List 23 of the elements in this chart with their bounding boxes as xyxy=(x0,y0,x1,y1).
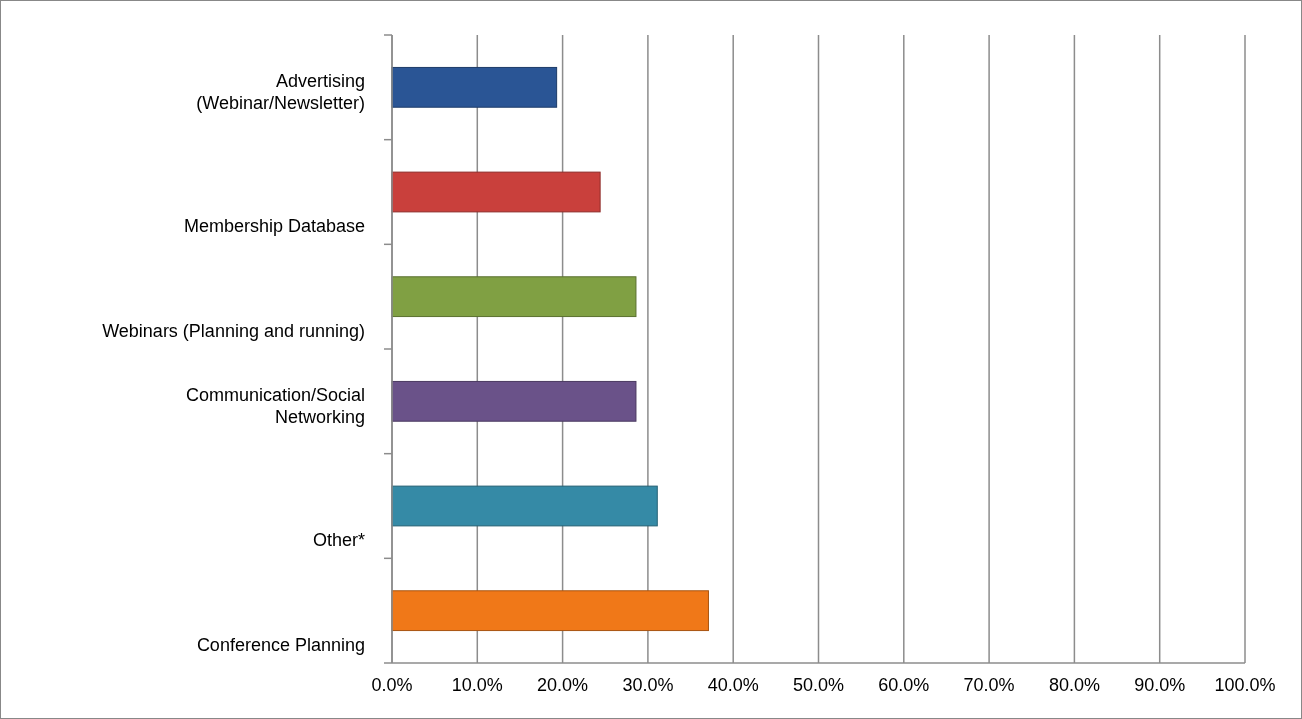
y-tick-label: Advertising (Webinar/Newsletter) xyxy=(196,70,365,113)
bar xyxy=(391,276,637,318)
x-tick-label: 40.0% xyxy=(707,675,759,695)
y-tick-label: Other* xyxy=(312,530,365,551)
y-tick-label: Communication/Social Networking xyxy=(185,384,365,427)
x-tick-label: 90.0% xyxy=(1134,675,1186,695)
y-tick-label: Membership Database xyxy=(183,216,365,237)
bar xyxy=(391,66,558,108)
bar xyxy=(391,590,709,632)
y-tick-label: Webinars (Planning and running) xyxy=(102,320,365,341)
x-tick-label: 30.0% xyxy=(622,675,674,695)
bar xyxy=(391,171,601,213)
x-tick-label: 0.0% xyxy=(371,675,413,695)
x-tick-label: 100.0% xyxy=(1214,675,1276,695)
bar xyxy=(391,485,658,527)
x-tick-label: 60.0% xyxy=(878,675,930,695)
x-tick-label: 80.0% xyxy=(1048,675,1100,695)
y-tick-label: Conference Planning xyxy=(196,634,365,655)
x-tick-label: 20.0% xyxy=(537,675,589,695)
x-tick-label: 70.0% xyxy=(963,675,1015,695)
x-tick-label: 10.0% xyxy=(451,675,503,695)
x-tick-label: 50.0% xyxy=(792,675,845,695)
bar xyxy=(391,380,637,422)
